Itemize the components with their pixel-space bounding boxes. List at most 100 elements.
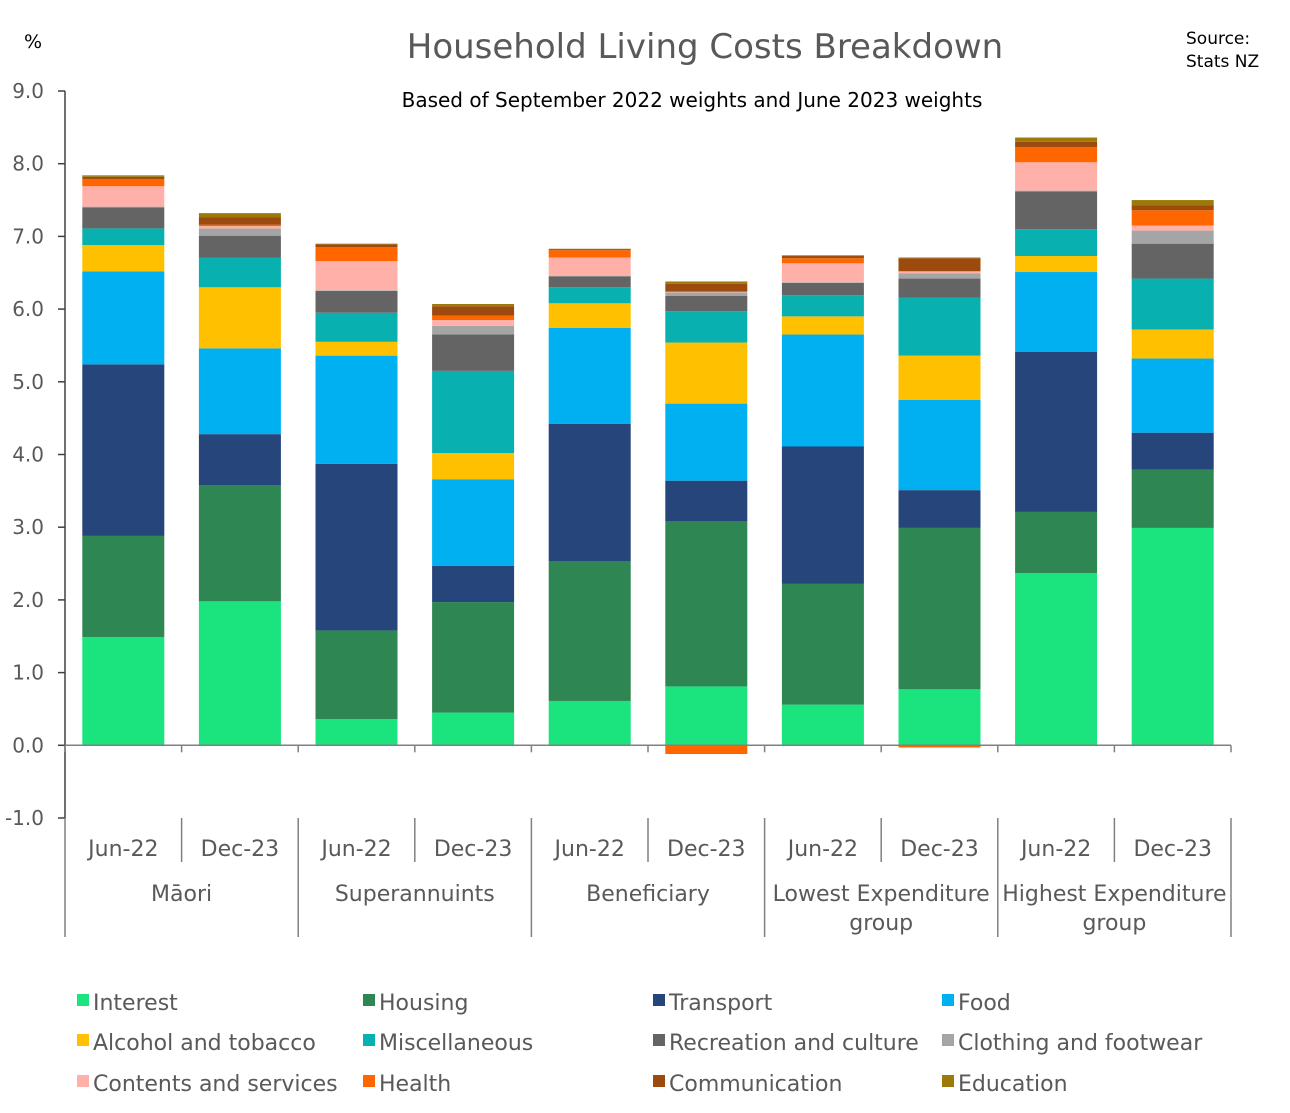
bar-segment-food	[548, 328, 631, 424]
bar-segment-communication	[665, 283, 748, 292]
bar-segment-miscellaneous	[315, 312, 398, 342]
legend-item: Housing	[363, 991, 468, 1016]
bar-segment-miscellaneous	[665, 311, 748, 343]
bar-segment-contents-and-services	[1015, 162, 1098, 191]
y-tick-label: 4.0	[12, 443, 44, 467]
x-group-label: Beneficiary	[586, 882, 710, 907]
legend-item: Interest	[77, 991, 178, 1016]
bar-segment-transport	[548, 423, 631, 562]
bar-segment-interest	[898, 689, 981, 746]
bar-segment-transport	[1131, 432, 1214, 470]
bar-segment-housing	[898, 527, 981, 690]
bar-stack	[1131, 200, 1214, 746]
bar-segment-recreation-and-culture	[665, 296, 748, 312]
bar-segment-education	[1131, 200, 1214, 206]
bar-segment-transport	[432, 565, 515, 603]
bar-segment-transport	[1015, 351, 1098, 512]
bar-segment-clothing-and-footwear	[82, 206, 165, 208]
bar-segment-contents-and-services	[198, 226, 281, 229]
bar-stack	[315, 243, 398, 746]
bar-segment-miscellaneous	[82, 228, 165, 246]
x-category-label: Jun-22	[86, 837, 158, 862]
bar-segment-miscellaneous	[781, 295, 864, 317]
bar-segment-health	[781, 258, 864, 264]
bar-segment-recreation-and-culture	[82, 207, 165, 229]
x-group-label: group	[849, 911, 913, 936]
bar-segment-transport	[898, 490, 981, 528]
bar-segment-miscellaneous	[432, 370, 515, 454]
legend-item: Food	[942, 991, 1011, 1016]
bar-segment-education	[315, 243, 398, 245]
bar-segment-recreation-and-culture	[898, 278, 981, 298]
bar-segment-health	[1015, 146, 1098, 163]
bar-segment-transport	[82, 364, 165, 536]
bar-segment-contents-and-services	[82, 186, 165, 207]
bar-segment-housing	[1015, 511, 1098, 574]
bar-segment-miscellaneous	[1131, 278, 1214, 330]
bar-segment-interest	[432, 712, 515, 746]
bar-segment-recreation-and-culture	[781, 282, 864, 296]
bar-segment-housing	[665, 521, 748, 687]
legend-item: Alcohol and tobacco	[77, 1031, 316, 1056]
y-tick-label: 6.0	[12, 297, 44, 321]
bar-segment-communication	[432, 306, 515, 316]
legend-label: Health	[379, 1072, 451, 1097]
bar-segment-education	[548, 248, 631, 250]
bar-segment-communication	[548, 249, 631, 251]
y-tick-label: 1.0	[12, 661, 44, 685]
bar-segment-housing	[432, 602, 515, 713]
bar-segment-education	[781, 255, 864, 257]
legend-item: Clothing and footwear	[942, 1031, 1203, 1056]
bar-segment-alcohol-and-tobacco	[665, 342, 748, 404]
bar-stack	[1015, 137, 1098, 746]
bar-segment-food	[432, 479, 515, 566]
bar-segment-food	[781, 334, 864, 447]
bar-segment-alcohol-and-tobacco	[1131, 329, 1214, 359]
bar-segment-miscellaneous	[898, 297, 981, 356]
bar-segment-housing	[315, 630, 398, 720]
bar-segment-recreation-and-culture	[1015, 191, 1098, 230]
bar-stack	[198, 213, 281, 746]
x-category-label: Jun-22	[1019, 837, 1091, 862]
x-group-label: Māori	[151, 882, 212, 907]
bar-segment-interest	[315, 719, 398, 746]
bar-segment-recreation-and-culture	[198, 235, 281, 258]
bar-segment-education	[898, 257, 981, 259]
bar-stack	[548, 248, 631, 746]
legend-label: Education	[958, 1072, 1068, 1097]
bar-segment-alcohol-and-tobacco	[781, 316, 864, 335]
bar-segment-interest	[82, 636, 165, 746]
legend-label: Housing	[379, 991, 468, 1016]
bar-segment-health	[432, 315, 515, 321]
legend: Interest Housing Transport Food Alcohol and …	[77, 991, 1203, 1097]
bar-segment-education	[198, 213, 281, 218]
bar-segment-contents-and-services	[665, 291, 748, 293]
bar-segment-communication	[898, 258, 981, 272]
legend-item: Communication	[653, 1072, 842, 1097]
legend-swatch	[363, 1075, 375, 1087]
legend-label: Communication	[669, 1072, 842, 1097]
bar-segment-alcohol-and-tobacco	[1015, 256, 1098, 273]
bar-segment-clothing-and-footwear	[548, 275, 631, 277]
bar-segment-clothing-and-footwear	[198, 228, 281, 236]
bar-segment-miscellaneous	[548, 287, 631, 304]
legend-label: Alcohol and tobacco	[93, 1031, 316, 1056]
bar-stack	[665, 281, 748, 755]
y-tick-label: 8.0	[12, 152, 44, 176]
bar-segment-communication	[1015, 141, 1098, 147]
bar-segment-housing	[548, 561, 631, 701]
y-unit-label: %	[24, 31, 42, 53]
bar-segment-contents-and-services	[432, 320, 515, 326]
bar-segment-housing	[198, 485, 281, 602]
bar-segment-health	[1131, 210, 1214, 226]
bar-segment-clothing-and-footwear	[1015, 190, 1098, 192]
bar-segment-health	[665, 745, 748, 755]
bar-segment-contents-and-services	[548, 257, 631, 276]
legend-label: Food	[958, 991, 1011, 1016]
bar-segment-food	[198, 348, 281, 435]
bar-segment-health	[198, 224, 281, 227]
legend-swatch	[942, 994, 954, 1006]
y-tick-label: 0.0	[12, 733, 44, 757]
bar-segment-alcohol-and-tobacco	[198, 287, 281, 349]
bar-segment-education	[665, 281, 748, 284]
